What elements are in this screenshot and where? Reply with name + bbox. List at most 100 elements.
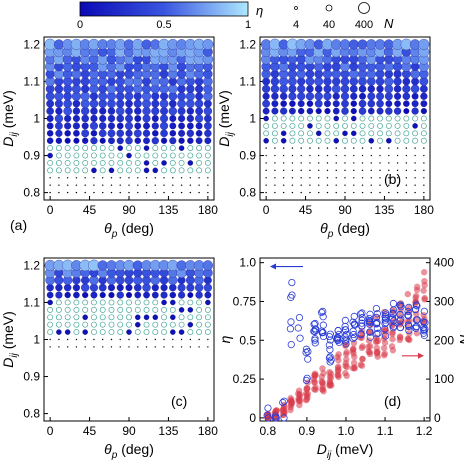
data-point [198,177,200,179]
data-point [145,184,148,186]
data-point-eta [396,324,405,332]
data-point-n [303,385,311,392]
data-point [358,99,367,108]
data-point [262,99,271,108]
data-point-n [287,406,294,414]
y-tick-label: 1.1 [23,74,40,88]
data-point [326,147,329,149]
data-point [63,283,72,292]
y-tick-label: 1.2 [23,258,40,272]
data-point [46,107,54,115]
data-point [154,191,156,194]
data-point [172,346,174,348]
data-point [73,145,80,152]
data-point [291,191,294,194]
data-point [143,314,150,321]
data-point [187,145,194,152]
data-point [388,169,390,172]
data-point [189,191,192,194]
data-point [314,85,323,93]
data-point [152,299,159,306]
data-point [123,259,135,271]
data-point-n [373,314,381,321]
data-point-n [421,296,428,303]
data-point [152,314,159,321]
data-point [384,76,394,87]
data-point [204,114,212,123]
data-point [315,137,322,144]
data-point [367,92,376,101]
data-point-eta [326,346,334,354]
data-point [342,122,348,129]
y-tick-label: 1 [249,112,256,126]
data-point-eta [326,358,334,366]
data-point [361,177,364,179]
data-point [99,145,106,152]
data-point [160,129,168,138]
data-point [405,191,408,194]
data-point [332,92,340,100]
data-point [159,99,169,109]
data-point [163,338,165,341]
data-point [368,115,375,122]
data-point-eta [280,397,288,405]
data-point-n [421,277,428,285]
data-point [306,107,314,115]
panel-label: (a) [10,217,27,233]
data-point-eta [341,326,349,334]
data-point [128,346,130,348]
data-point [132,38,144,50]
data-point [274,162,276,164]
data-point [403,122,410,129]
data-point [324,108,331,115]
data-point-eta [420,318,428,326]
data-point [73,306,80,313]
data-point [326,191,329,194]
data-point [163,191,165,194]
data-point [185,91,195,101]
data-point [204,137,212,145]
data-point [134,306,141,313]
y2-tick-label: 0 [434,411,441,425]
data-point [145,346,148,348]
data-point-n [272,414,279,422]
data-point [90,152,97,159]
data-point-n [367,343,374,350]
data-point [262,77,271,86]
data-point [73,329,80,336]
data-point [274,154,276,157]
data-point-eta [319,307,327,315]
data-point [280,107,288,115]
data-point [163,177,165,179]
panel-label: (b) [384,171,401,187]
x-axis-label: θp (deg) [104,441,154,461]
data-point [405,169,408,172]
data-point [93,346,95,348]
data-point [55,107,63,115]
data-point [187,152,194,159]
data-point [203,122,212,130]
data-point [75,338,78,341]
data-point [72,107,81,115]
data-point [47,306,54,313]
x-tick-label: 135 [374,203,394,217]
data-point [270,84,280,94]
data-point [339,39,351,50]
data-point [289,100,296,107]
data-point-n [358,362,366,369]
data-point [207,338,209,341]
data-point-eta [404,311,412,319]
data-point [176,260,187,271]
data-point [323,92,332,101]
data-point [161,167,168,174]
data-point [49,338,51,341]
data-point [411,77,420,86]
data-point [47,167,54,174]
data-point [99,321,106,328]
data-point [344,184,346,186]
data-point [108,152,115,159]
data-point [377,115,384,122]
data-point [143,145,150,151]
data-point [359,130,366,137]
